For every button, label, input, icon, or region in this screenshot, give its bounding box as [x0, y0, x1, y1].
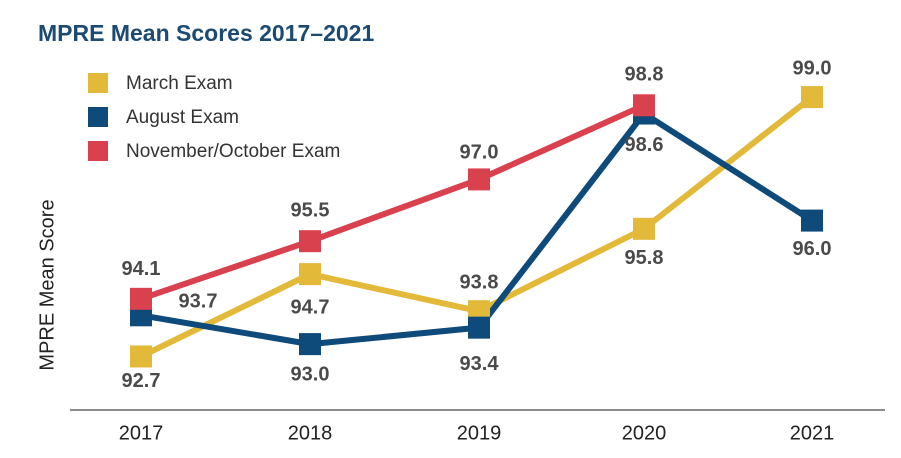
data-label: 94.1 [122, 258, 161, 280]
marker [299, 230, 321, 253]
data-label: 92.7 [122, 370, 161, 392]
marker [299, 263, 321, 286]
x-tick-label: 2020 [622, 422, 667, 444]
y-axis-label: MPRE Mean Score [36, 199, 58, 370]
data-label: 98.8 [625, 64, 664, 86]
marker [801, 86, 823, 109]
data-label: 98.6 [625, 134, 664, 156]
x-tick-label: 2021 [790, 422, 835, 444]
legend-label: August Exam [126, 107, 239, 128]
data-label: 95.5 [291, 199, 330, 221]
legend-label: November/October Exam [126, 141, 340, 162]
chart-title: MPRE Mean Scores 2017–2021 [38, 20, 374, 46]
data-label: 96.0 [793, 238, 832, 260]
marker [633, 94, 655, 117]
data-label: 93.7 [179, 291, 218, 313]
data-label: 95.8 [625, 247, 664, 269]
marker [633, 217, 655, 240]
legend-swatch [88, 73, 108, 93]
marker [468, 316, 490, 339]
data-label: 93.0 [291, 363, 330, 385]
series-line [140, 102, 646, 302]
data-label: 99.0 [793, 57, 832, 79]
x-tick-label: 2017 [119, 422, 164, 444]
data-label: 97.0 [460, 142, 499, 164]
legend-label: March Exam [126, 73, 233, 94]
data-label: 94.7 [291, 296, 330, 318]
x-tick-label: 2018 [288, 422, 333, 444]
marker [801, 209, 823, 232]
x-tick-label: 2019 [457, 422, 502, 444]
marker [299, 333, 321, 356]
marker [468, 168, 490, 191]
data-label: 93.8 [460, 271, 499, 293]
legend-swatch [88, 107, 108, 127]
marker [130, 287, 152, 310]
data-label: 93.4 [460, 353, 500, 375]
marker [130, 345, 152, 368]
legend-swatch [88, 141, 108, 161]
